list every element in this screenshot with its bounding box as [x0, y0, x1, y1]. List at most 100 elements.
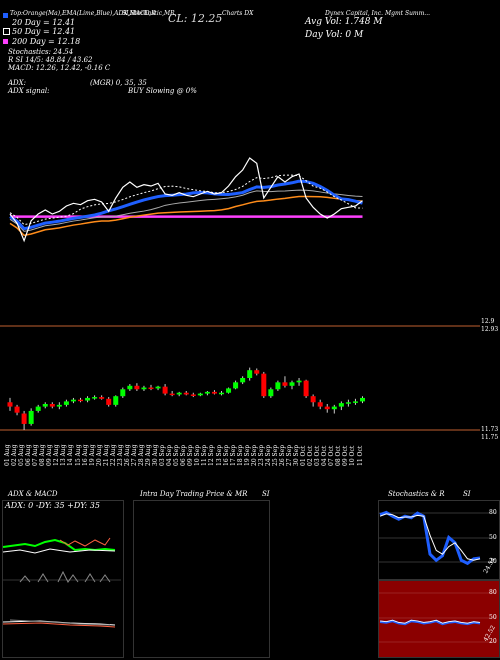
candle-body — [317, 402, 323, 407]
intraday-panel-title: Intra Day Trading Price & MR — [140, 490, 248, 498]
date-tick-label: 20 Sep — [250, 444, 258, 466]
date-tick-label: 02 Aug — [11, 444, 19, 466]
close-price: CL: 12.25 — [168, 12, 223, 25]
date-tick-label: 14 Aug — [67, 444, 75, 466]
ma200-label: 200 Day = 12.18 — [12, 37, 81, 46]
candle-body — [28, 410, 34, 424]
candle-body — [303, 380, 309, 397]
date-tick-label: 11 Oct — [356, 445, 364, 466]
stoch-panel-title: Stochastics & R — [388, 490, 445, 498]
price-line — [9, 157, 363, 243]
date-tick-label: 13 Sep — [215, 444, 223, 466]
candle-body — [338, 403, 344, 407]
date-tick-label: 28 Aug — [137, 444, 145, 466]
ema50-label: 50 Day = 12.41 — [12, 27, 76, 36]
candle-body — [78, 399, 83, 402]
date-tick-label: 27 Sep — [286, 444, 293, 466]
ema-dotted-line — [9, 174, 363, 226]
date-tick-label: 21 Aug — [102, 444, 110, 466]
candle-body — [63, 401, 69, 405]
stoch-axis-20: 20 — [489, 558, 497, 565]
date-tick-label: 27 Aug — [130, 444, 138, 466]
day-volume: Day Vol: 0 M — [305, 30, 364, 40]
candle-body — [247, 370, 253, 378]
candle-body — [345, 402, 351, 404]
date-tick-label: 30 Sep — [293, 444, 301, 466]
candle-body — [14, 406, 20, 413]
date-tick-label: 26 Sep — [278, 444, 286, 466]
rsi-axis-20: 20 — [489, 638, 497, 645]
candle-body — [197, 393, 203, 396]
date-tick-label: 30 Aug — [152, 444, 160, 466]
candle-body — [134, 385, 140, 390]
candle-body — [240, 378, 246, 383]
adx-label: ADX: — [8, 79, 27, 87]
candle-body — [254, 370, 260, 374]
date-tick-label: 26 Aug — [123, 444, 131, 466]
candle-body — [282, 382, 288, 386]
indicator-legend-mid: SI,Stochastic,MR — [122, 10, 175, 17]
date-tick-label: 10 Oct — [349, 445, 357, 466]
candle-body — [211, 391, 217, 394]
adx-panel-values: ADX: 0 -DY: 35 +DY: 35 — [5, 501, 100, 510]
stoch-axis-80: 80 — [489, 509, 497, 516]
candle-body — [183, 392, 189, 395]
candle-body — [92, 397, 98, 399]
date-tick-label: 29 Aug — [145, 444, 152, 466]
candle-body — [56, 404, 62, 407]
candle-body — [204, 391, 210, 394]
stochastics-panel — [378, 500, 500, 580]
ema-blue-swatch — [3, 13, 8, 18]
buy-signal: BUY Slowing @ 0% — [128, 87, 197, 95]
date-tick-label: 25 Sep — [271, 444, 279, 466]
adx-macd-panel — [2, 500, 124, 658]
candle-body — [310, 396, 316, 403]
rsi-readout: R SI 14/5: 48.84 / 43.62 — [8, 56, 93, 64]
adx-signal-label: ADX signal: — [8, 87, 50, 95]
rsi-axis-80: 80 — [489, 589, 497, 596]
rsi-panel — [378, 580, 500, 658]
candle-body — [148, 387, 154, 390]
company-name: Dynex Capital, Inc. Mgmt Summ... — [325, 10, 431, 17]
candle-body — [99, 397, 105, 399]
date-tick-label: 15 Aug — [74, 444, 82, 466]
candle-body — [120, 389, 126, 397]
candle-body — [85, 397, 91, 401]
date-tick-label: 19 Sep — [243, 444, 251, 466]
avg-volume: Avg Vol: 1.748 M — [305, 17, 383, 27]
stoch-panel-si: SI — [463, 490, 471, 498]
candle-body — [275, 382, 281, 390]
date-tick-label: 17 Sep — [229, 444, 237, 466]
intraday-panel — [133, 500, 270, 658]
price-axis-bottom-b: 11.75 — [481, 434, 499, 441]
candle-body — [289, 382, 295, 386]
date-tick-label: 24 Sep — [264, 444, 272, 466]
candle-body — [155, 386, 161, 389]
candle-body — [261, 373, 267, 397]
stoch-axis-50: 50 — [489, 534, 497, 541]
adx-panel-title: ADX & MACD — [8, 490, 58, 498]
intraday-panel-si: SI — [262, 490, 270, 498]
date-tick-label: 19 Aug — [88, 444, 96, 466]
candle-body — [268, 389, 274, 397]
candle-body — [141, 387, 147, 390]
candle-body — [296, 380, 302, 383]
candle-body — [70, 399, 76, 402]
ma200-swatch — [3, 39, 8, 44]
candle-body — [42, 404, 48, 407]
candle-body — [176, 392, 182, 395]
chart-source: Charts DX — [222, 10, 254, 17]
candle-body — [35, 406, 41, 411]
candle-body — [219, 392, 224, 395]
price-chart — [0, 157, 480, 431]
price-axis-top-a: 12.9 — [481, 318, 495, 325]
candle-body — [324, 406, 330, 410]
ema50-swatch — [3, 28, 10, 35]
candle-body — [21, 413, 27, 424]
macd-readout: MACD: 12.26, 12.42, -0.16 C — [8, 64, 111, 72]
candle-body — [106, 398, 112, 405]
date-tick-label: 18 Sep — [236, 444, 244, 466]
candle-body — [360, 397, 365, 402]
candle-body — [331, 406, 337, 410]
indicator-legend: Top:Orange(Ma),EMA(Lime,Blue),ADX,MACD,R — [10, 10, 156, 17]
